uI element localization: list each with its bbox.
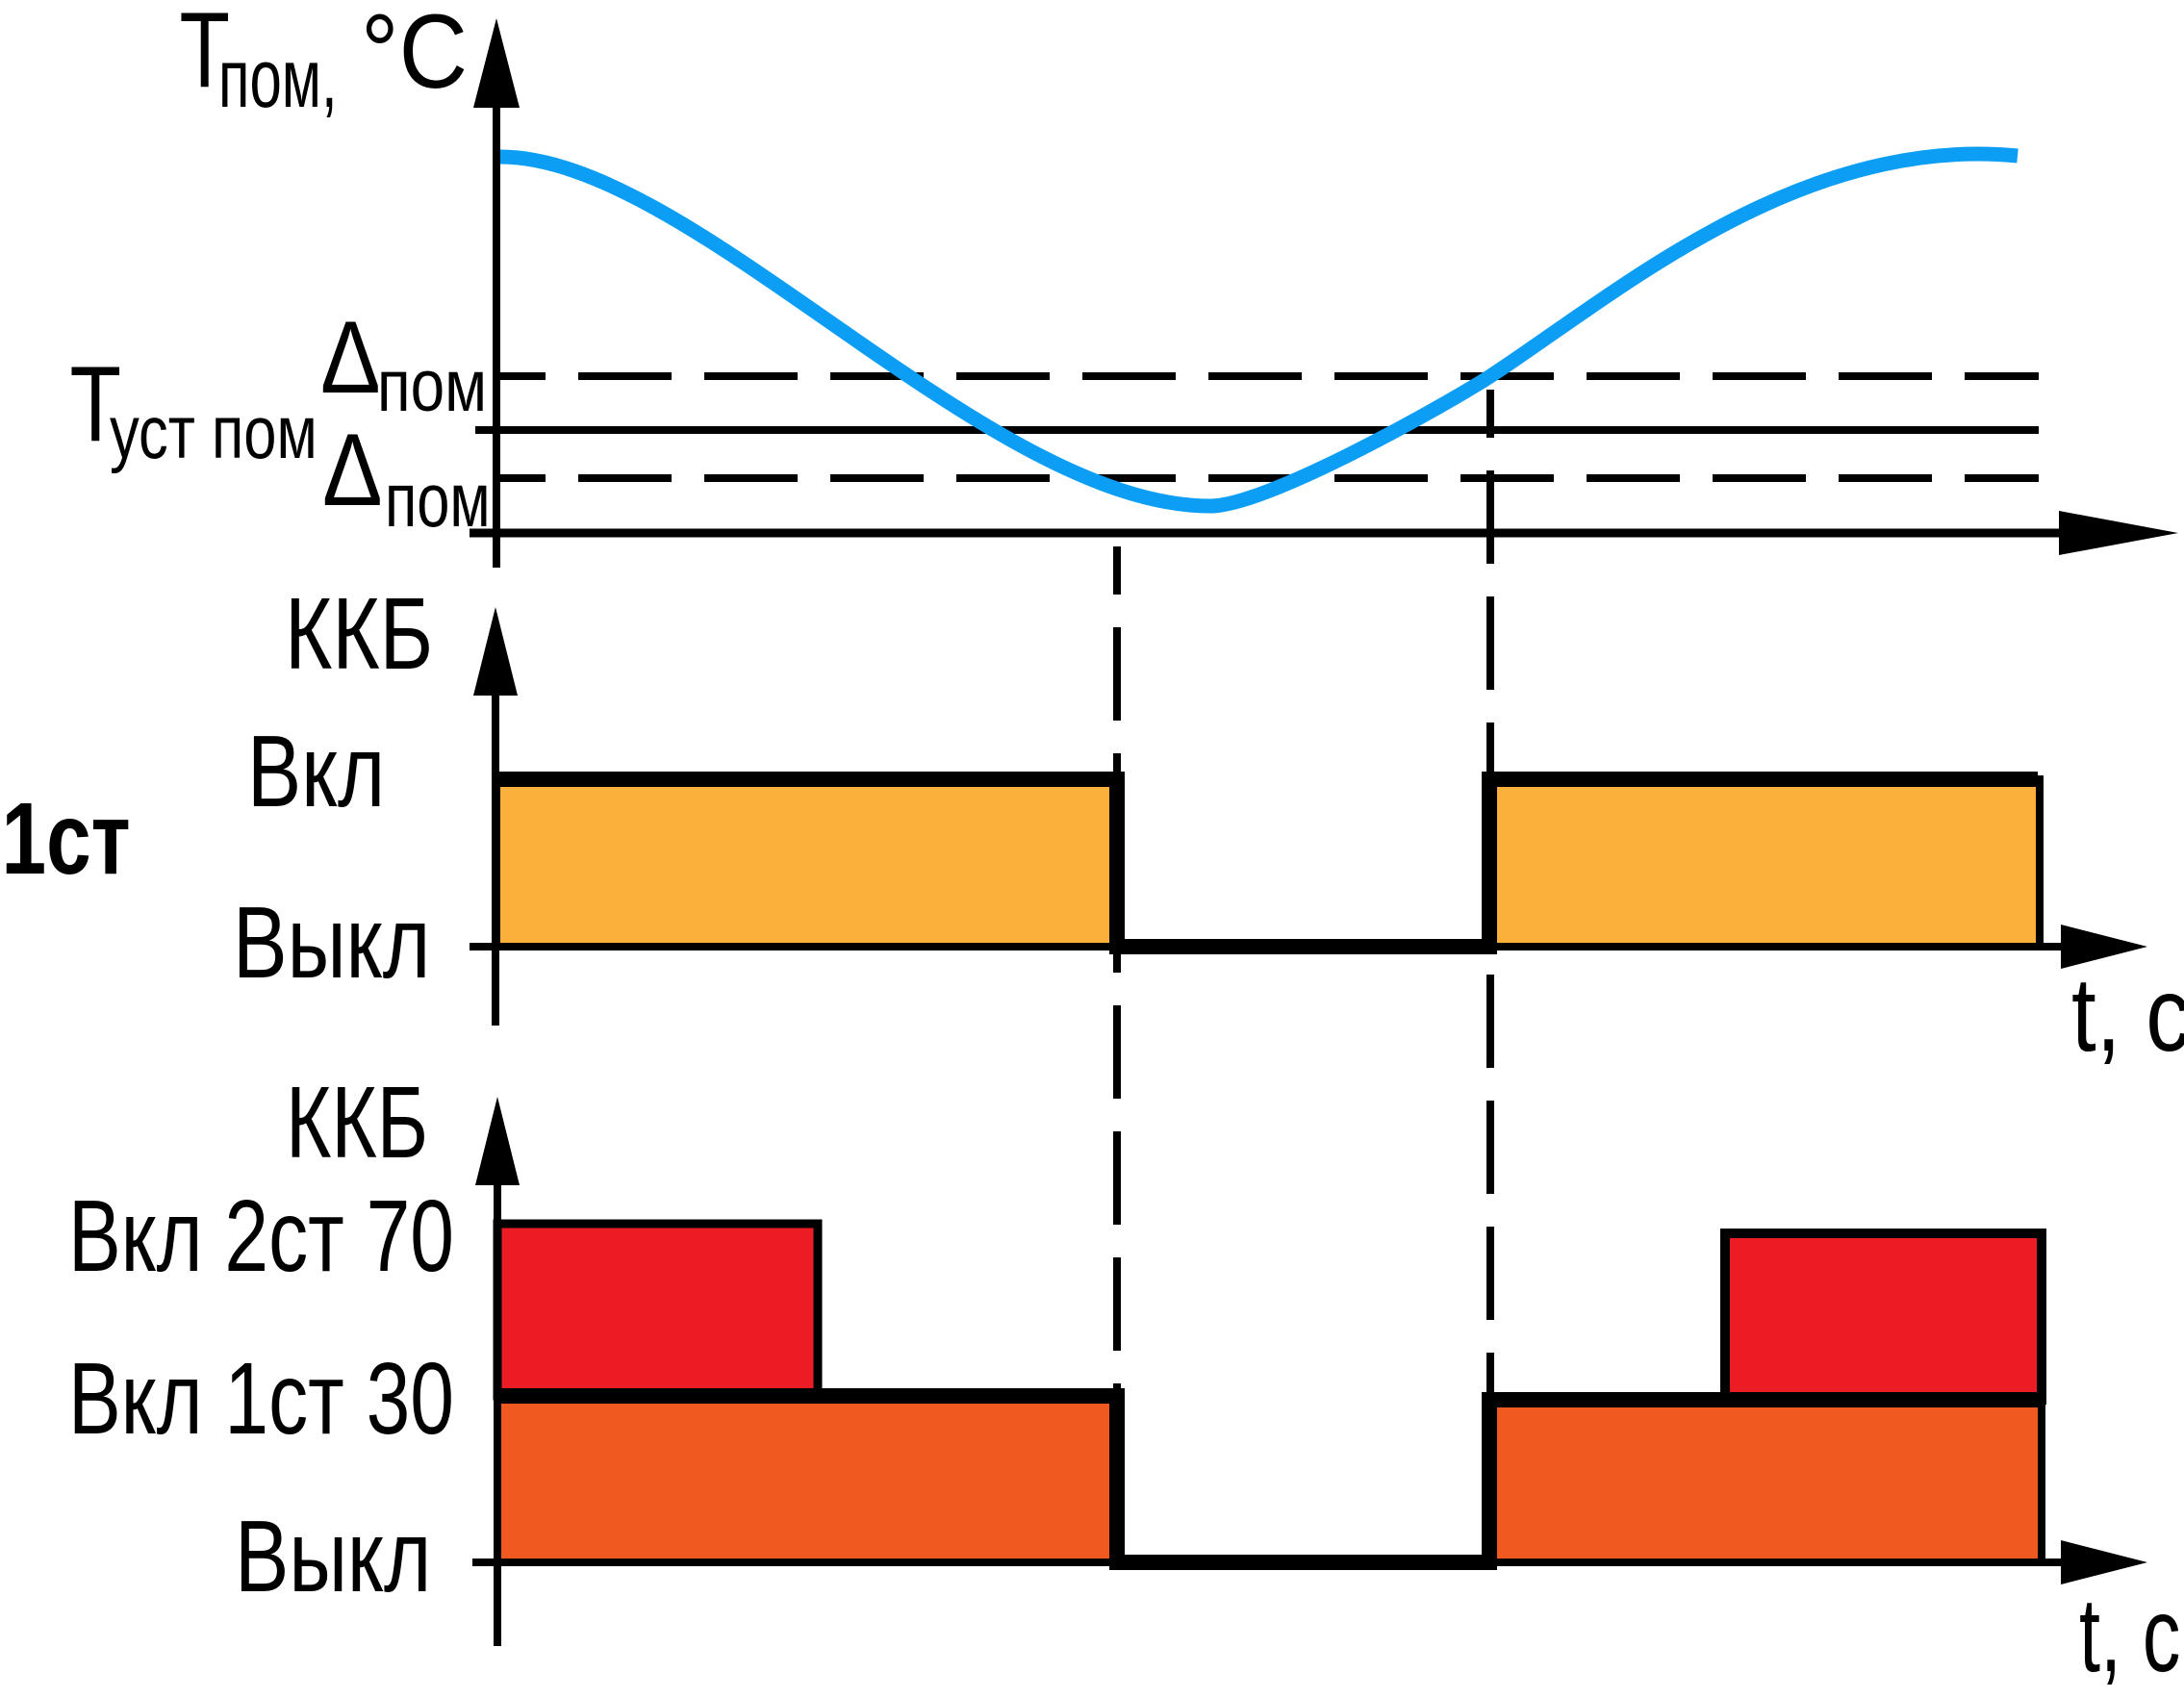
svg-text:°C: °C — [361, 0, 468, 111]
svg-text:Вкл: Вкл — [247, 715, 385, 828]
svg-text:Δ: Δ — [322, 413, 383, 527]
svg-text:Δ: Δ — [320, 300, 381, 415]
svg-text:ККБ: ККБ — [285, 577, 433, 691]
svg-text:t, c: t, c — [2071, 956, 2184, 1074]
svg-text:Выкл: Выкл — [233, 886, 430, 1000]
svg-text:Выкл: Выкл — [235, 1500, 431, 1613]
svg-text:Вкл 2ст 70: Вкл 2ст 70 — [68, 1179, 454, 1293]
svg-text:пом: пом — [385, 457, 491, 544]
svg-text:Т: Т — [180, 0, 230, 111]
svg-text:1ст: 1ст — [2, 783, 131, 897]
svg-text:t, c: t, c — [2079, 1578, 2180, 1694]
svg-text:пом: пом — [377, 344, 487, 427]
svg-text:пом,: пом, — [218, 32, 338, 124]
svg-text:уст пом: уст пом — [110, 390, 317, 474]
svg-text:Т: Т — [70, 344, 122, 465]
svg-text:Вкл 1ст 30: Вкл 1ст 30 — [68, 1342, 454, 1456]
svg-text:ККБ: ККБ — [286, 1066, 428, 1180]
